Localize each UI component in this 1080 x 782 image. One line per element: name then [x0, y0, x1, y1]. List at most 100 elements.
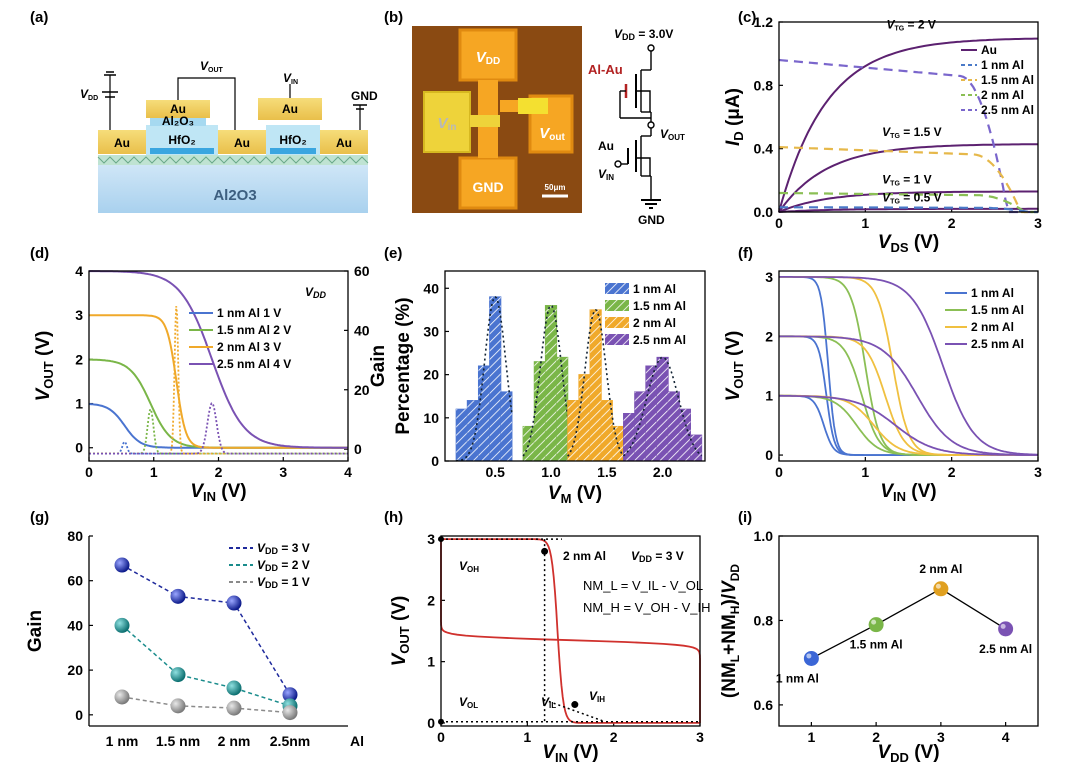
chart-h-xtick-label: 2: [610, 729, 618, 745]
chart-e-bar-hatch: [545, 305, 557, 461]
chart-i-frame: [778, 535, 1039, 727]
substrate-label: Al2O3: [213, 187, 256, 204]
vout-label: VOUT: [200, 59, 224, 74]
chart-d-right-ytick-label: 0: [354, 441, 362, 457]
chart-d-right-ytick-label: 20: [354, 382, 370, 398]
chart-c-legend-item: 1.5 nm Al: [981, 73, 1034, 87]
chart-i-point-label: 1 nm Al: [776, 671, 819, 685]
chart-h-xtick-label: 1: [523, 729, 531, 745]
chart-e-bar-hatch: [456, 409, 468, 461]
panel-b-inverter-circuit: [614, 44, 661, 209]
chart-e-xtick-label: 0.5: [485, 464, 505, 480]
chart-i-xtick-label: 3: [937, 729, 945, 745]
chart-c-series-au-vtg-1-5-v: [778, 143, 1038, 213]
chart-h-ylabel: VOUT (V): [389, 596, 412, 667]
chart-g-category-label: 1.5 nm: [156, 733, 200, 749]
circuit-au-label: Au: [598, 139, 614, 153]
vin-finger: [470, 115, 500, 127]
chart-g-category-label: 2 nm: [218, 733, 251, 749]
chart-g-point: [170, 667, 186, 683]
gnd-pad: [458, 156, 518, 210]
chart-g-category-label: 1 nm: [106, 733, 139, 749]
circuit-vout-label: VOUT: [660, 127, 685, 142]
chart-d-right-ytick-label: 40: [354, 322, 370, 338]
pad-vout-label: Vout: [539, 125, 565, 143]
chart-e-xtick-label: 1.5: [597, 464, 617, 480]
chart-d-ytick-label: 3: [75, 307, 83, 323]
hfo2-label-right: HfO₂: [279, 133, 306, 147]
chart-i-connector: [940, 588, 1006, 630]
chart-e-bar-hatch: [467, 400, 479, 461]
chart-d-right-ytick-label: 60: [354, 263, 370, 279]
chart-d-vtc-2v: [89, 358, 348, 449]
chart-e-bar-hatch: [556, 357, 568, 461]
chart-e-legend-item: 2.5 nm Al: [633, 333, 686, 347]
chart-i-point-label: 2.5 nm Al: [979, 642, 1032, 656]
chart-h-xtick-label: 3: [696, 729, 704, 745]
chart-i-xtick-label: 1: [807, 729, 815, 745]
chart-c-series-1-nm-al: [779, 206, 1038, 214]
chart-c-annotation: VTG = 1 V: [882, 173, 931, 188]
gnd-label: GND: [351, 89, 378, 103]
chart-e-bar-hatch: [523, 426, 535, 461]
chart-d-xtick-label: 3: [279, 464, 287, 480]
chart-d-legend-item: 1.5 nm Al 2 V: [217, 323, 291, 337]
chart-f-ytick-label: 2: [765, 328, 773, 344]
chart-f-legend-item: 2 nm Al: [971, 320, 1014, 334]
vin-label: VIN: [283, 71, 298, 86]
chart-h-xtick-label: 0: [437, 729, 445, 745]
chart-e-gauss-fit: [522, 304, 580, 457]
chart-i-point: [998, 621, 1014, 637]
chart-f-legend-item: 1 nm Al: [971, 286, 1014, 300]
chart-g-ytick-label: 80: [67, 528, 83, 544]
chart-d-xtick-label: 1: [150, 464, 158, 480]
chart-e-bar-hatch: [623, 413, 635, 461]
chart-e-gauss-fit: [622, 356, 703, 457]
panel-label-c: (c): [738, 9, 756, 26]
chart-i-ylabel: (NML+NMH)/VDD: [719, 564, 742, 699]
chart-c-series-1-5-nm-al: [779, 191, 1038, 214]
chart-e-bar-hatch: [578, 374, 591, 461]
chart-f-ytick-label: 0: [765, 447, 773, 463]
chart-h-frame: [440, 535, 701, 727]
chart-c-ylabel: ID (μA): [723, 88, 746, 146]
chart-h-label: VOH: [459, 559, 479, 574]
hfo2-left-bottom: [150, 148, 214, 154]
chart-d-gain-2v: [89, 407, 348, 455]
panel-a-device-schematic: (a) Al2O3 Au Au Au HfO₂ HfO₂ Au Al₂O₃ Au…: [30, 9, 378, 213]
chart-panels: (c) 0 1 2 3 0.0 0.4 0.8 1.2 VDS (V) ID (μA) VTG = 2…: [25, 9, 1042, 765]
panel-label-i: (i): [738, 509, 752, 526]
chart-i-ytick-label: 0.6: [754, 697, 774, 713]
chart-d-ytick-label: 2: [75, 351, 83, 367]
chart-e-xtick-label: 1.0: [541, 464, 561, 480]
au-label-left: Au: [114, 136, 130, 150]
chart-h-label: VIH: [589, 689, 605, 704]
chart-d-gain-1v: [89, 440, 348, 455]
chart-c-series-au-vtg-2-v: [778, 37, 1038, 213]
chart-c-xtick-label: 2: [948, 215, 956, 231]
chart-h-ytick-label: 1: [427, 654, 435, 670]
circuit-vdd-label: VDD = 3.0V: [614, 27, 673, 42]
chart-h-vdd: VDD = 3 V: [631, 549, 684, 564]
chart-e-bar-hatch: [590, 309, 602, 461]
substrate-layer: [98, 165, 368, 213]
chart-f-xtick-label: 0: [775, 464, 783, 480]
chart-e-gauss-fit: [567, 308, 625, 457]
chart-i-xtick-label: 4: [1002, 729, 1010, 745]
chart-c-annotation: VTG = 1.5 V: [882, 125, 941, 140]
top-gate-right-label: Au: [282, 102, 298, 116]
au-electrode-left: [98, 130, 146, 154]
chart-f-legend-item: 1.5 nm Al: [971, 303, 1024, 317]
chart-i-point: [868, 617, 884, 633]
chart-g-category-suffix: Al: [350, 733, 364, 749]
chart-h-tangent-point: [541, 547, 549, 555]
panel-label-a: (a): [30, 9, 48, 26]
top-gate-left-label: Au: [170, 102, 186, 116]
al2o3-top-label: Al₂O₃: [162, 114, 194, 128]
chart-g-category-label: 2.5nm: [270, 733, 310, 749]
chart-d-ylabel-right: Gain: [368, 345, 389, 387]
chart-f-vtc: [779, 394, 1038, 456]
chart-e: (e) 0.5 1.0 1.5 2.0 0 10 20 30 40 VM (V) Percentage…: [384, 245, 703, 506]
chart-i-point-label: 2 nm Al: [919, 562, 962, 576]
